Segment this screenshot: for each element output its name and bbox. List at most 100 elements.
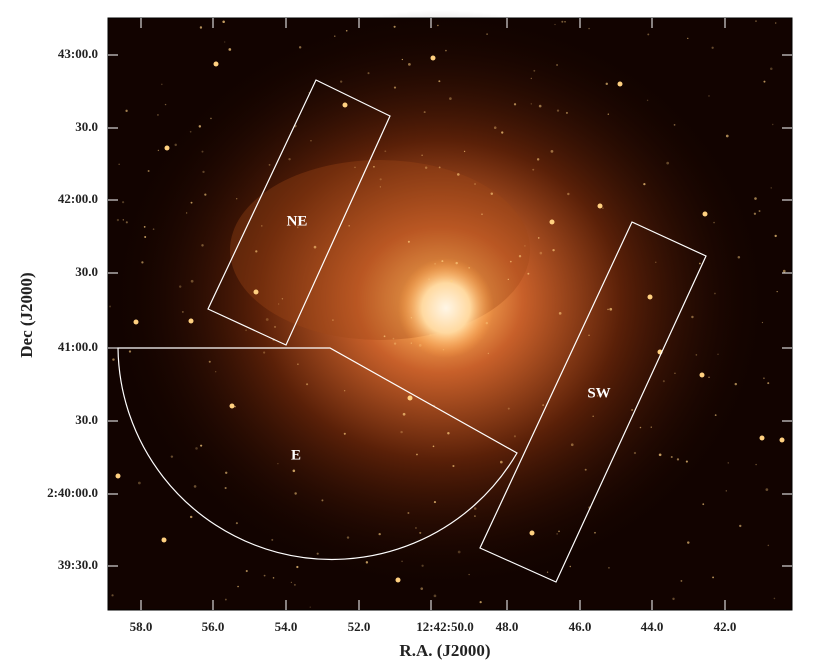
noise [554, 23, 556, 26]
noise [639, 426, 642, 429]
noise [441, 260, 444, 263]
noise [739, 524, 742, 528]
noise [772, 123, 774, 126]
noise [294, 492, 297, 495]
noise [190, 201, 193, 204]
point-source [647, 294, 653, 300]
noise [313, 245, 317, 249]
noise [185, 212, 188, 214]
noise [378, 532, 381, 536]
noise [414, 527, 417, 529]
noise [343, 432, 346, 435]
noise [714, 292, 716, 295]
noise [296, 565, 299, 569]
point-source [702, 211, 708, 217]
noise [487, 352, 490, 355]
noise [316, 552, 319, 555]
noise [776, 291, 778, 293]
noise [558, 311, 562, 315]
noise [340, 80, 343, 83]
noise [181, 310, 184, 313]
noise [725, 490, 727, 492]
noise [122, 201, 125, 204]
noise [281, 298, 284, 300]
x-tick-label: 42.0 [714, 619, 737, 634]
noise [608, 567, 610, 569]
noise [717, 353, 719, 355]
sw-region [479, 221, 707, 583]
noise [222, 20, 225, 24]
noise [513, 103, 517, 106]
region-label: E [291, 447, 301, 463]
noise [655, 261, 657, 263]
noise [393, 342, 397, 345]
x-axis-title: R.A. (J2000) [399, 641, 490, 660]
noise [473, 507, 477, 510]
noise [354, 166, 356, 169]
noise [400, 430, 403, 434]
noise [401, 58, 404, 61]
noise [424, 166, 428, 170]
x-tick-label: 48.0 [496, 619, 519, 634]
point-source [253, 289, 259, 295]
noise [365, 561, 369, 564]
noise [588, 334, 590, 336]
noise [265, 318, 269, 321]
noise [111, 594, 114, 597]
noise [199, 26, 203, 29]
noise [293, 583, 296, 586]
noise [273, 325, 277, 328]
noise [588, 27, 590, 30]
noise [309, 606, 311, 608]
noise [691, 315, 694, 319]
noise [298, 46, 302, 49]
noise [602, 207, 604, 209]
point-source [699, 372, 705, 378]
noise [676, 458, 680, 461]
point-source [529, 530, 535, 536]
noise [456, 173, 460, 176]
noise [685, 460, 688, 463]
noise [345, 29, 348, 32]
noise [410, 342, 412, 344]
noise [596, 395, 599, 397]
noise [393, 25, 396, 28]
noise [770, 187, 772, 189]
x-tick-label: 54.0 [275, 619, 298, 634]
noise [189, 130, 192, 133]
noise [609, 307, 613, 311]
noise [310, 140, 312, 142]
point-source [164, 145, 170, 151]
point-source [115, 473, 121, 479]
noise [416, 453, 418, 456]
noise [122, 219, 125, 221]
noise [346, 536, 350, 539]
noise [646, 99, 649, 102]
noise [753, 212, 757, 215]
noise [433, 501, 437, 504]
noise [650, 426, 652, 428]
frame [107, 17, 793, 611]
noise [200, 444, 203, 447]
noise [727, 462, 729, 464]
noise [556, 109, 560, 112]
noise [633, 451, 637, 455]
noise [198, 125, 202, 128]
noise [379, 178, 382, 181]
noise [763, 80, 766, 83]
noise [556, 64, 559, 67]
noise [774, 234, 777, 238]
noise [538, 104, 542, 108]
noise [208, 360, 211, 363]
noise [695, 354, 698, 356]
noise [144, 236, 147, 238]
point-source [779, 437, 785, 443]
noise [556, 533, 558, 535]
noise [761, 321, 764, 324]
noise [507, 278, 509, 281]
noise [500, 460, 503, 464]
y-tick-label: 2:40:00.0 [47, 485, 98, 500]
noise [268, 163, 271, 166]
noise [383, 335, 386, 338]
